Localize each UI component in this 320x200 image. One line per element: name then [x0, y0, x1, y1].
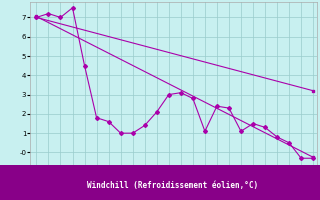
Text: Windchill (Refroidissement éolien,°C): Windchill (Refroidissement éolien,°C)	[87, 181, 258, 190]
